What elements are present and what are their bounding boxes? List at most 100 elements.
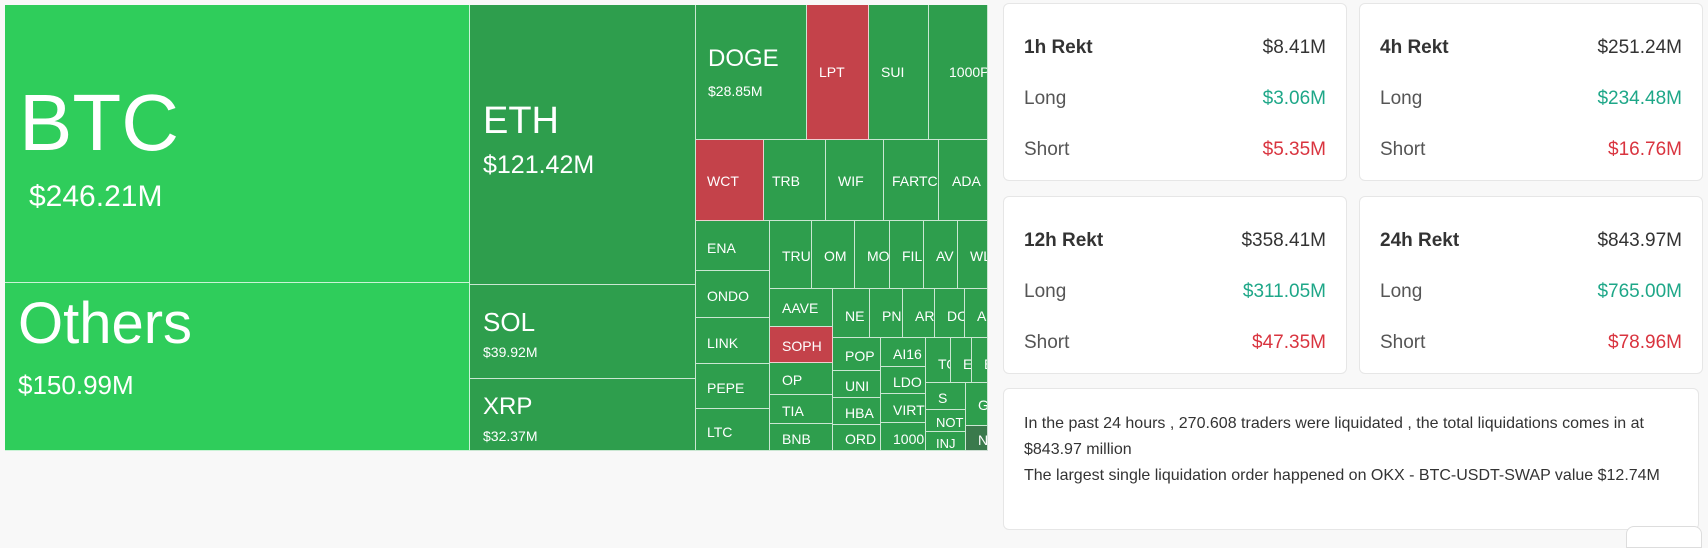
treemap-tile-ltc[interactable]: LTC (696, 409, 770, 451)
treemap-tile-1000[interactable]: 1000 (881, 423, 926, 451)
treemap-tile-1000pe[interactable]: 1000PE (929, 5, 988, 140)
treemap-tile-doge[interactable]: DOGE $28.85M (696, 5, 807, 140)
treemap-tile-fil[interactable]: FIL (890, 221, 924, 289)
tile-symbol: ETH (483, 100, 559, 142)
tile-symbol: SOPH (782, 338, 822, 354)
treemap-tile-inj[interactable]: INJ (926, 432, 966, 451)
tile-symbol: ORD (845, 431, 877, 447)
tile-value: $121.42M (483, 151, 595, 179)
short-label: Short (1380, 332, 1426, 353)
tile-symbol: TRB (772, 173, 800, 189)
tile-symbol: WIF (838, 173, 864, 189)
treemap-tile-xrp[interactable]: XRP $32.37M (470, 379, 696, 451)
treemap-tile-s[interactable]: S (926, 383, 966, 410)
treemap-tile-pepe[interactable]: PEPE (696, 364, 770, 409)
treemap-tile-btc[interactable]: BTC $246.21M (5, 5, 470, 283)
treemap-tile-uni[interactable]: UNI (833, 371, 881, 398)
tile-symbol: BNB (782, 431, 811, 447)
treemap-tile-sui[interactable]: SUI (869, 5, 929, 140)
tile-symbol: LINK (707, 335, 739, 351)
long-amount: $765.00M (1597, 281, 1682, 302)
treemap-tile-af[interactable]: AF (965, 289, 988, 338)
tile-value: $150.99M (18, 370, 134, 400)
tile-symbol: E (963, 356, 972, 372)
treemap-tile-ne[interactable]: NE (966, 426, 988, 451)
treemap-tile-hba[interactable]: HBA (833, 398, 881, 425)
treemap-tile-av[interactable]: AV (924, 221, 958, 289)
tile-symbol: NOT (936, 415, 964, 430)
tile-symbol: WCT (707, 173, 739, 189)
treemap-tile-e[interactable]: E (951, 338, 972, 383)
treemap-tile-ai16[interactable]: AI16 (881, 338, 926, 367)
liquidation-treemap: BTC $246.21M Others $150.99M ETH $121.42M SOL $… (5, 5, 988, 451)
treemap-tile-sol[interactable]: SOL $39.92M (470, 285, 696, 379)
treemap-tile-om[interactable]: OM (812, 221, 855, 289)
treemap-tile-soph[interactable]: SOPH (770, 327, 833, 363)
tile-symbol: ONDO (707, 288, 749, 304)
rekt-card-4h: 4h Rekt $251.24M Long $234.48M Short $16.76… (1359, 3, 1703, 181)
rekt-card-12h: 12h Rekt $358.41M Long $311.05M Short $47.3… (1003, 196, 1347, 374)
short-amount: $5.35M (1262, 139, 1326, 160)
treemap-tile-pn[interactable]: PN (870, 289, 903, 338)
long-label: Long (1024, 281, 1067, 302)
summary-largest-order-text: The largest single liquidation order hap… (1024, 467, 1660, 484)
tile-symbol: AF (977, 308, 987, 324)
tile-symbol: WL (970, 248, 987, 264)
tile-symbol: PN (882, 308, 902, 324)
treemap-tile-ada[interactable]: ADA (939, 140, 988, 221)
period-label: 1h Rekt (1024, 37, 1093, 58)
tile-symbol: UNI (845, 378, 870, 394)
treemap-tile-lpt[interactable]: LPT (807, 5, 869, 140)
tile-symbol: HBA (845, 405, 874, 421)
tile-symbol: ADA (952, 173, 981, 189)
tile-symbol: DOGE (708, 45, 779, 72)
treemap-tile-virt[interactable]: VIRT (881, 394, 926, 423)
treemap-tile-op[interactable]: OP (770, 363, 833, 395)
tile-symbol: TRU (782, 248, 811, 264)
treemap-tile-dc[interactable]: DC (935, 289, 965, 338)
tile-symbol: S (938, 390, 948, 406)
treemap-tile-pop[interactable]: POP (833, 338, 881, 371)
treemap-tile-ord[interactable]: ORD (833, 425, 881, 451)
treemap-tile-ldo[interactable]: LDO (881, 367, 926, 394)
treemap-tile-wl[interactable]: WL (958, 221, 988, 289)
tile-symbol: AV (936, 248, 954, 264)
tile-symbol: LPT (819, 64, 845, 80)
liquidation-summary: In the past 24 hours , 270.608 traders w… (1003, 388, 1699, 530)
treemap-tile-ar[interactable]: AR (903, 289, 935, 338)
tile-symbol: NE (978, 432, 988, 448)
treemap-tile-wct[interactable]: WCT (696, 140, 764, 221)
treemap-tile-aave[interactable]: AAVE (770, 289, 833, 327)
treemap-tile-to[interactable]: TO (926, 338, 951, 383)
short-amount: $47.35M (1252, 332, 1326, 353)
treemap-tile-mo[interactable]: MO (855, 221, 890, 289)
tile-value: $246.21M (29, 180, 163, 213)
short-amount: $78.96M (1608, 332, 1682, 353)
treemap-tile-bnb[interactable]: BNB (770, 424, 833, 451)
treemap-tile-ondo[interactable]: ONDO (696, 271, 770, 318)
tile-symbol: MO (867, 248, 890, 264)
treemap-tile-fartc[interactable]: FARTC (884, 140, 939, 221)
tile-symbol: OM (824, 248, 847, 264)
total-amount: $251.24M (1597, 37, 1682, 58)
treemap-tile-tia[interactable]: TIA (770, 395, 833, 424)
tile-symbol: Others (18, 291, 193, 356)
treemap-tile-not[interactable]: NOT (926, 410, 966, 432)
treemap-tile-tru[interactable]: TRU (770, 221, 812, 289)
long-label: Long (1380, 281, 1423, 302)
tile-symbol: GC (978, 397, 988, 413)
treemap-tile-e[interactable]: E (972, 338, 988, 383)
corner-tab[interactable] (1626, 526, 1702, 548)
treemap-tile-ne[interactable]: NE (833, 289, 870, 338)
treemap-tile-wif[interactable]: WIF (826, 140, 884, 221)
treemap-tile-trb[interactable]: TRB (764, 140, 826, 221)
tile-symbol: LTC (707, 424, 733, 440)
treemap-tile-gc[interactable]: GC (966, 383, 988, 426)
treemap-tile-link[interactable]: LINK (696, 318, 770, 364)
rekt-card-24h: 24h Rekt $843.97M Long $765.00M Short $78.9… (1359, 196, 1703, 374)
treemap-tile-eth[interactable]: ETH $121.42M (470, 5, 696, 285)
treemap-tile-others[interactable]: Others $150.99M (5, 283, 470, 451)
tile-symbol: FARTC (892, 173, 938, 189)
tile-symbol: XRP (483, 393, 533, 420)
treemap-tile-ena[interactable]: ENA (696, 221, 770, 271)
